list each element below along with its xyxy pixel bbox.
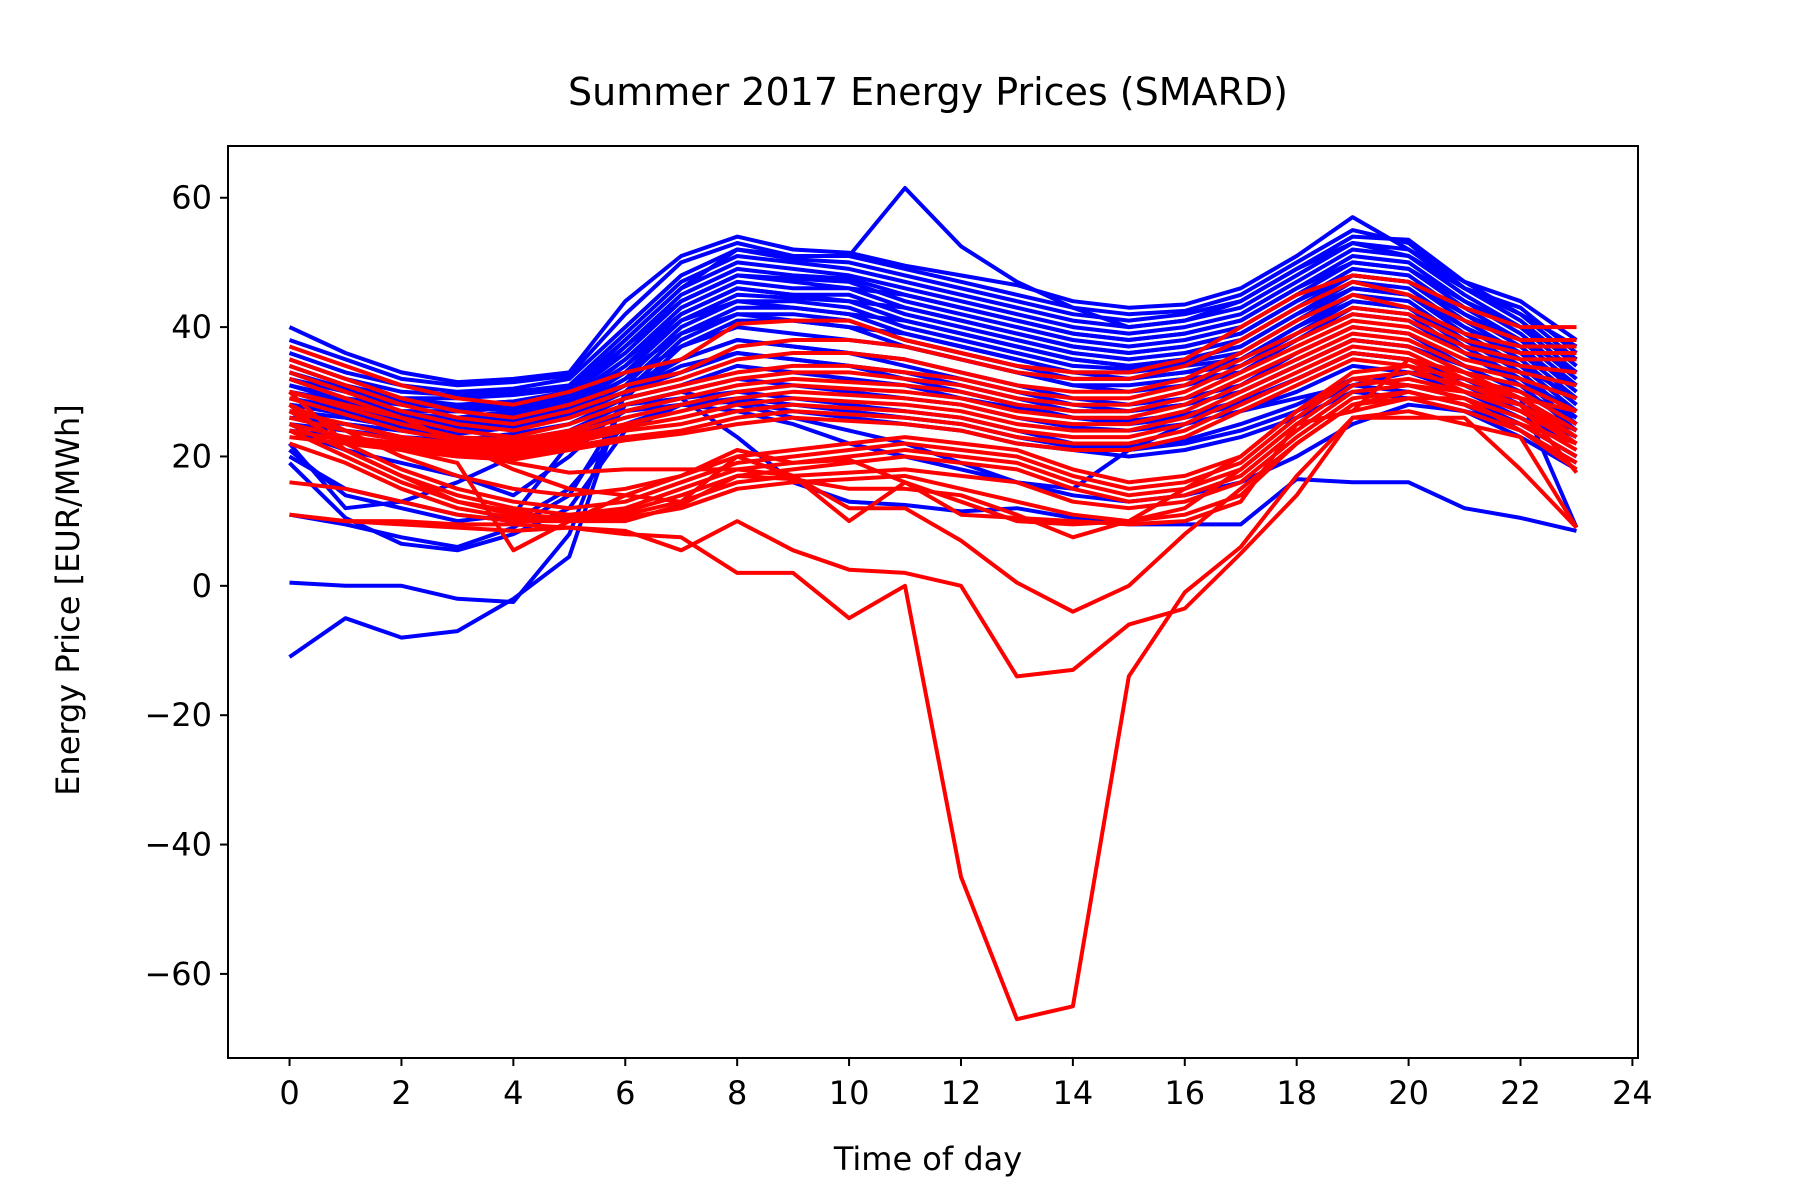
x-tick-label: 4: [503, 1074, 523, 1112]
y-axis-label: Energy Price [EUR/MWh]: [49, 404, 87, 796]
x-tick-label: 16: [1164, 1074, 1205, 1112]
y-tick-label: 60: [171, 179, 212, 217]
x-tick-label: 22: [1500, 1074, 1541, 1112]
series-line-36: [288, 305, 1577, 433]
y-tick-label: 40: [171, 308, 212, 346]
x-tick-label: 0: [279, 1074, 299, 1112]
y-tick-label: 20: [171, 437, 212, 475]
x-tick-label: 18: [1276, 1074, 1317, 1112]
series-line-56: [289, 389, 1578, 614]
series-line-45: [288, 363, 1578, 498]
series-line-37: [288, 312, 1577, 440]
x-tick-label: 8: [727, 1074, 747, 1112]
series-line-48: [288, 383, 1578, 520]
series-layer: [287, 186, 1579, 1022]
series-line-53: [288, 376, 1579, 540]
plot-frame: [227, 145, 1639, 1059]
series-line-18: [289, 286, 1578, 420]
series-line-41: [289, 338, 1578, 452]
series-line-55: [289, 415, 1578, 1022]
x-tick-label: 20: [1388, 1074, 1429, 1112]
series-line-5: [288, 247, 1578, 401]
series-line-38: [288, 318, 1577, 443]
y-tick-label: −20: [144, 696, 212, 734]
series-line-43: [289, 351, 1578, 459]
x-axis-label: Time of day: [833, 1140, 1022, 1178]
series-line-42: [289, 344, 1578, 456]
x-tick-label: 14: [1053, 1074, 1094, 1112]
y-tick-label: 0: [192, 567, 212, 605]
x-tick-label: 24: [1612, 1074, 1653, 1112]
y-axis: −60 −40 −20 0 20 40 60: [144, 179, 228, 993]
series-line-28: [288, 396, 1577, 533]
x-tick-label: 2: [391, 1074, 411, 1112]
x-tick-label: 10: [829, 1074, 870, 1112]
series-line-33: [288, 273, 1577, 407]
x-tick-label: 6: [615, 1074, 635, 1112]
series-line-2: [288, 228, 1578, 388]
series-line-39: [288, 325, 1577, 446]
series-line-46: [288, 370, 1578, 511]
y-tick-label: −40: [144, 826, 212, 864]
x-tick-label: 12: [941, 1074, 982, 1112]
chart-title: Summer 2017 Energy Prices (SMARD): [568, 70, 1288, 114]
series-line-49: [288, 389, 1578, 524]
series-line-35: [288, 292, 1577, 427]
series-line-1: [288, 215, 1578, 385]
series-line-40: [289, 331, 1578, 449]
series-line-3: [288, 234, 1578, 394]
y-tick-label: −60: [144, 955, 212, 993]
series-line-34: [288, 279, 1577, 420]
x-axis: 0 2 4 6 8 10 12 14 16 18 20 22 24: [279, 1058, 1653, 1112]
series-line-47: [288, 376, 1578, 517]
